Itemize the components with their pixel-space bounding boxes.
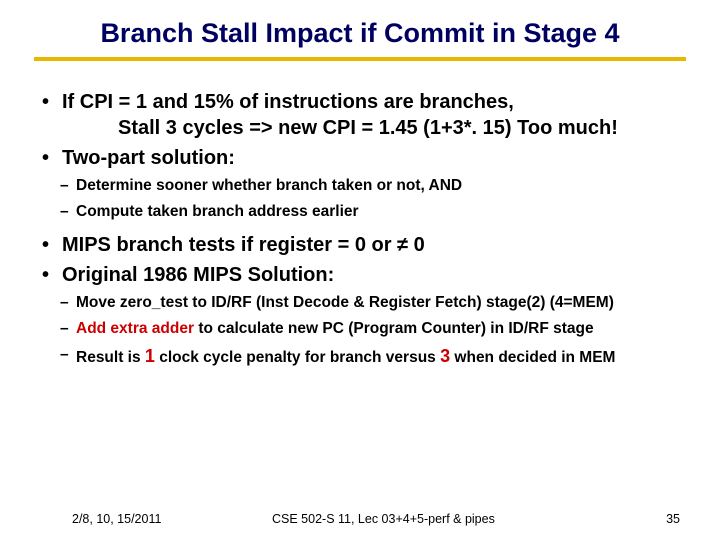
title-underline: [34, 57, 686, 61]
slide-container: Branch Stall Impact if Commit in Stage 4…: [0, 0, 720, 540]
b4s3-c: clock cycle penalty for branch versus: [155, 349, 440, 366]
footer-date: 2/8, 10, 15/2011: [72, 512, 272, 526]
bullet-4-sub1: Move zero_test to ID/RF (Inst Decode & R…: [42, 292, 690, 314]
highlight-adder: Add extra adder: [76, 320, 194, 337]
main-bullet-list: If CPI = 1 and 15% of instructions are b…: [42, 89, 690, 171]
bullet-4: Original 1986 MIPS Solution:: [42, 262, 690, 288]
bullet-1-line1: If CPI = 1 and 15% of instructions are b…: [62, 91, 514, 113]
slide-footer: 2/8, 10, 15/2011 CSE 502-S 11, Lec 03+4+…: [0, 512, 720, 526]
footer-page: 35: [640, 512, 680, 526]
bullet-2-sub2: Compute taken branch address earlier: [42, 201, 690, 223]
sub-bullet-list-2: Move zero_test to ID/RF (Inst Decode & R…: [42, 292, 690, 369]
slide-content: If CPI = 1 and 15% of instructions are b…: [30, 89, 690, 369]
highlight-one: 1: [145, 346, 155, 366]
bullet-2: Two-part solution:: [42, 145, 690, 171]
bullet-1: If CPI = 1 and 15% of instructions are b…: [42, 89, 690, 141]
main-bullet-list-2: MIPS branch tests if register = 0 or ≠ 0…: [42, 232, 690, 288]
bullet-3: MIPS branch tests if register = 0 or ≠ 0: [42, 232, 690, 258]
bullet-2-sub1: Determine sooner whether branch taken or…: [42, 175, 690, 197]
bullet-4-sub2: Add extra adder to calculate new PC (Pro…: [42, 318, 690, 340]
slide-title: Branch Stall Impact if Commit in Stage 4: [30, 18, 690, 49]
bullet-4-sub2-rest: to calculate new PC (Program Counter) in…: [194, 320, 594, 337]
bullet-4-sub3: Result is 1 clock cycle penalty for bran…: [42, 344, 690, 369]
b4s3-a: Result is: [76, 349, 145, 366]
sub-bullet-list-1: Determine sooner whether branch taken or…: [42, 175, 690, 222]
bullet-1-line2: Stall 3 cycles => new CPI = 1.45 (1+3*. …: [62, 115, 690, 141]
b4s3-e: when decided in MEM: [450, 349, 615, 366]
footer-course: CSE 502-S 11, Lec 03+4+5-perf & pipes: [272, 512, 640, 526]
highlight-three: 3: [440, 346, 450, 366]
